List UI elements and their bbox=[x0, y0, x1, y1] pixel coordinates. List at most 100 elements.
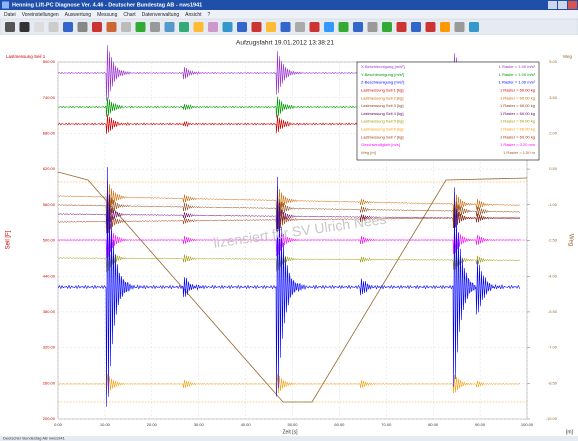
y2-tick-label: -8.50 bbox=[548, 380, 558, 385]
x-axis-label: Zeit [s] bbox=[282, 429, 298, 435]
toolbar-button[interactable] bbox=[164, 22, 175, 32]
chart-title: Aufzugsfahrt 19.01.2012 13:38:21 bbox=[236, 40, 334, 47]
y-tick-label: 740.00 bbox=[43, 95, 56, 100]
x-tick-label: 30.00 bbox=[194, 422, 205, 427]
toolbar-button[interactable] bbox=[367, 22, 378, 32]
legend-scale: 1 Raster = 60.00 kg bbox=[500, 126, 535, 131]
legend-name: Lastmessung Seil 2 [kg] bbox=[361, 95, 403, 100]
x-tick-label: 50.00 bbox=[287, 422, 298, 427]
toolbar-button[interactable] bbox=[454, 22, 465, 32]
toolbar-button[interactable] bbox=[63, 22, 73, 32]
legend-scale: 1 Raster = 1.00 m/s² bbox=[499, 80, 536, 85]
toolbar-button[interactable] bbox=[237, 22, 247, 32]
maximize-button[interactable] bbox=[558, 1, 567, 9]
legend-scale: 1 Raster = 0.20 m/s bbox=[500, 142, 535, 147]
right-series-label: Weg bbox=[563, 54, 573, 59]
menu-item[interactable]: Messung bbox=[97, 12, 118, 18]
menu-item[interactable]: Voreinstellungen bbox=[22, 12, 59, 18]
legend-scale: 1 Raster = 60.00 kg bbox=[500, 87, 535, 92]
x-tick-label: 20.00 bbox=[147, 422, 158, 427]
y-axis-name: Seil [F] bbox=[6, 230, 12, 249]
x-tick-label: 0.00 bbox=[54, 422, 63, 427]
toolbar-button[interactable] bbox=[251, 22, 262, 32]
minimize-button[interactable] bbox=[548, 1, 557, 9]
y-tick-label: 500.00 bbox=[43, 238, 56, 243]
toolbar-button[interactable] bbox=[266, 22, 276, 32]
y-tick-label: 380.00 bbox=[43, 309, 56, 314]
toolbar-button[interactable] bbox=[135, 22, 146, 32]
legend-scale: 1 Raster = 60.00 kg bbox=[500, 119, 535, 124]
window-title: Henning Lift-PC Diagnose Ver. 4.46 - Deu… bbox=[12, 2, 202, 8]
y-tick-label: 200.00 bbox=[43, 416, 56, 421]
close-button[interactable] bbox=[568, 1, 577, 9]
toolbar-button[interactable] bbox=[179, 22, 189, 32]
toolbar-button[interactable] bbox=[34, 22, 44, 32]
menu-item[interactable]: Chart bbox=[123, 12, 136, 18]
y2-tick-label: -2.50 bbox=[548, 238, 558, 243]
toolbar-button[interactable] bbox=[208, 22, 218, 32]
title-bar bbox=[0, 0, 578, 10]
y-tick-label: 680.00 bbox=[43, 130, 56, 135]
status-text: Deutscher Bundestag AB nws1941 bbox=[3, 436, 66, 441]
toolbar-button[interactable] bbox=[309, 22, 320, 32]
y2-tick-label: 3.50 bbox=[549, 95, 558, 100]
signal-trace bbox=[57, 207, 521, 234]
legend-name: Weg [m] bbox=[361, 150, 376, 155]
signal-trace bbox=[58, 373, 521, 395]
toolbar-button[interactable] bbox=[193, 22, 204, 32]
left-series-label: Lastmessung Seil 1 bbox=[6, 54, 46, 59]
menu-item[interactable]: Ansicht bbox=[185, 12, 202, 18]
toolbar-button[interactable] bbox=[48, 22, 59, 32]
x-tick-label: 80.00 bbox=[428, 422, 439, 427]
x-tick-label: 10.00 bbox=[100, 422, 111, 427]
travel-path bbox=[57, 171, 528, 403]
toolbar-button[interactable] bbox=[77, 22, 88, 32]
x-tick-label: 70.00 bbox=[381, 422, 392, 427]
y2-tick-label: -4.00 bbox=[548, 273, 558, 278]
y2-tick-label: -7.00 bbox=[548, 345, 558, 350]
legend-scale: 1 Raster = 60.00 kg bbox=[500, 103, 535, 108]
toolbar-button[interactable] bbox=[295, 22, 305, 32]
toolbar-button[interactable] bbox=[382, 22, 392, 32]
signal-trace bbox=[57, 244, 521, 273]
app-icon bbox=[2, 1, 9, 9]
legend-box bbox=[356, 61, 540, 161]
legend-name: Lastmessung Seil 1 [kg] bbox=[361, 87, 403, 92]
y-tick-label: 440.00 bbox=[43, 273, 56, 278]
toolbar-button[interactable] bbox=[396, 22, 407, 32]
y2-tick-label: -1.00 bbox=[548, 202, 558, 207]
toolbar-button[interactable] bbox=[338, 22, 349, 32]
window-controls[interactable] bbox=[548, 1, 577, 9]
toolbar-button[interactable] bbox=[150, 22, 160, 32]
legend-name: Lastmessung Seil 5 [kg] bbox=[361, 119, 403, 124]
legend-scale: 1 Raster = 1.50 m bbox=[503, 150, 536, 155]
x-tick-label: 90.00 bbox=[475, 422, 486, 427]
toolbar-button[interactable] bbox=[222, 22, 233, 32]
toolbar-button[interactable] bbox=[121, 22, 131, 32]
toolbar-button[interactable] bbox=[411, 22, 421, 32]
toolbar-button[interactable] bbox=[353, 22, 363, 32]
toolbar-button[interactable] bbox=[19, 22, 30, 32]
toolbar-button[interactable] bbox=[425, 22, 436, 32]
menu-item[interactable]: ? bbox=[208, 12, 211, 18]
menu-bar bbox=[0, 10, 578, 19]
menu-item[interactable]: Auswertung bbox=[65, 12, 92, 18]
menu-item[interactable]: Datei bbox=[4, 12, 16, 18]
x-tick-label: 40.00 bbox=[241, 422, 252, 427]
legend-name: Lastmessung Seil 3 [kg] bbox=[361, 103, 403, 108]
toolbar-button[interactable] bbox=[324, 22, 334, 32]
legend-name: Y-Beschleunigung [m/s²] bbox=[361, 72, 404, 77]
x-tick-label: 100.00 bbox=[521, 422, 534, 427]
toolbar-button[interactable] bbox=[92, 22, 102, 32]
y2-axis-name: Weg bbox=[567, 234, 573, 246]
toolbar-button[interactable] bbox=[106, 22, 117, 32]
toolbar-button[interactable] bbox=[440, 22, 450, 32]
menu-item[interactable]: Datenverwaltung bbox=[142, 12, 180, 18]
toolbar-button[interactable] bbox=[280, 22, 291, 32]
toolbar-button[interactable] bbox=[469, 22, 479, 32]
toolbar-button[interactable] bbox=[5, 22, 15, 32]
legend-scale: 1 Raster = 60.00 kg bbox=[500, 111, 535, 116]
y2-unit: [m] bbox=[566, 429, 574, 435]
legend-name: Lastmessung Seil 7 [kg] bbox=[361, 134, 403, 139]
